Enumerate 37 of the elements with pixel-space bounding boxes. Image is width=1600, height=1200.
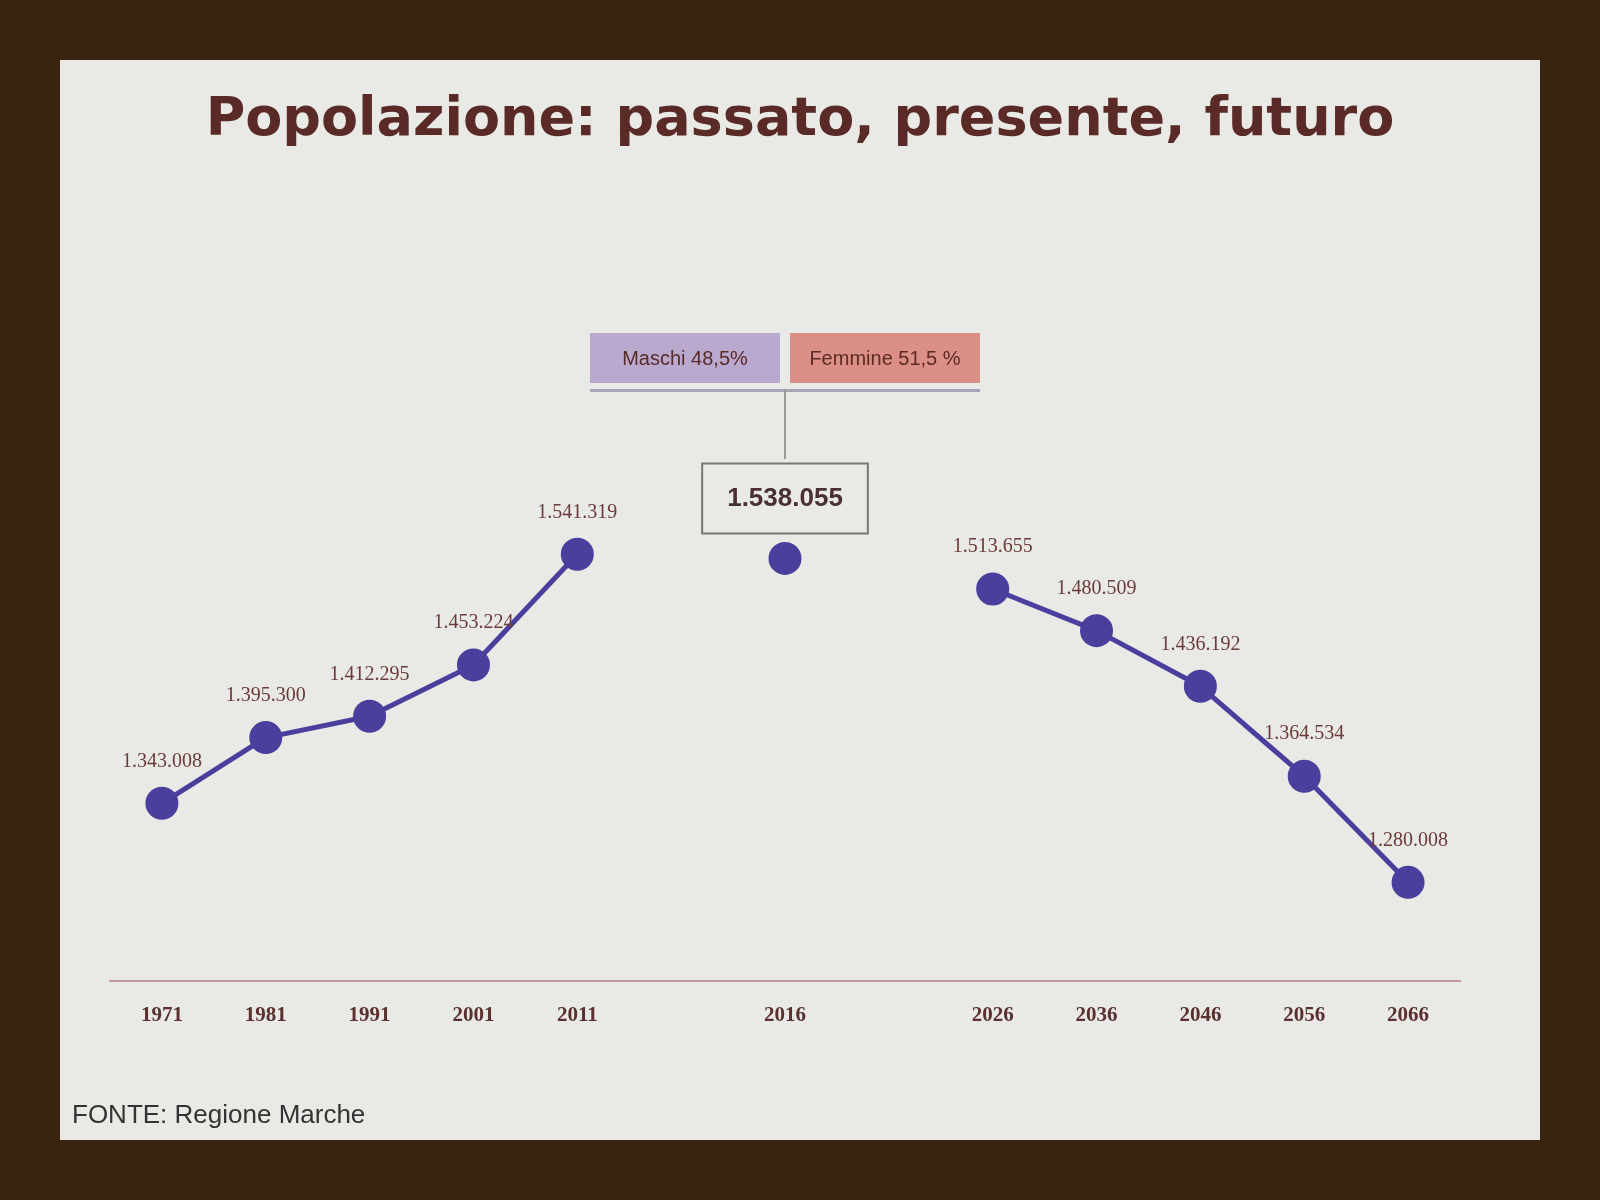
data-label: 1.436.192 xyxy=(1160,631,1241,654)
data-label: 1.364.534 xyxy=(1264,721,1345,744)
point xyxy=(145,786,179,820)
point xyxy=(353,699,387,733)
x-tick-label: 2036 xyxy=(1075,1001,1118,1026)
x-tick-label: 1971 xyxy=(140,1001,183,1026)
point xyxy=(560,537,594,571)
text: Maschi 48,5% xyxy=(590,333,780,384)
x-tick-label: 1991 xyxy=(348,1001,391,1026)
point xyxy=(1287,759,1321,793)
point xyxy=(976,572,1010,606)
x-tick-label: 2046 xyxy=(1179,1001,1222,1026)
data-label: 1.412.295 xyxy=(329,661,410,684)
x-tick-label: 2026 xyxy=(971,1001,1014,1026)
x-tick-label: 2001 xyxy=(452,1001,495,1026)
source-note: FONTE: Regione Marche xyxy=(72,1099,366,1130)
text: Femmine 51,5 % xyxy=(790,333,980,384)
x-tick-label: 2056 xyxy=(1283,1001,1326,1026)
point xyxy=(249,721,283,755)
data-label: 1.280.008 xyxy=(1368,827,1449,850)
data-label: 1.453.224 xyxy=(433,610,514,633)
point xyxy=(1080,614,1114,648)
x-tick-label: 1981 xyxy=(244,1001,287,1026)
point xyxy=(1183,669,1217,703)
data-label: 1.538.055 xyxy=(727,481,843,512)
data-label: 1.513.655 xyxy=(952,534,1033,557)
data-label: 1.395.300 xyxy=(225,682,306,705)
x-tick-label: 2011 xyxy=(556,1001,598,1026)
data-label: 1.343.008 xyxy=(121,748,202,771)
point xyxy=(768,541,802,575)
data-label: 1.541.319 xyxy=(537,499,618,522)
data-label: 1.480.509 xyxy=(1056,575,1137,598)
point xyxy=(1391,865,1425,899)
chart-title: Popolazione: passato, presente, futuro xyxy=(204,85,1396,148)
x-tick-label: 2016 xyxy=(764,1001,806,1026)
x-tick-label: 2066 xyxy=(1387,1001,1430,1026)
point xyxy=(456,648,490,682)
